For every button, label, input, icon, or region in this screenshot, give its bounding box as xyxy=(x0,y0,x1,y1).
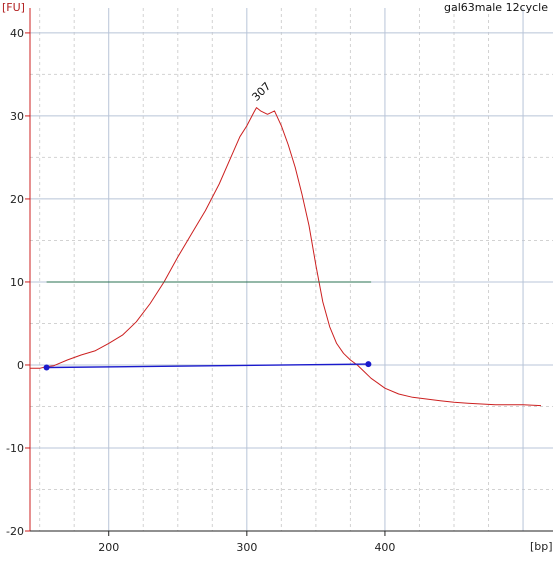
series-marks: 307 xyxy=(30,80,542,407)
y-axis-label: [FU] xyxy=(2,1,25,14)
x-tick-label: 200 xyxy=(98,541,119,554)
y-tick-label: 40 xyxy=(10,27,24,40)
baseline-line xyxy=(46,363,369,369)
x-axis-label: [bp] xyxy=(530,540,553,553)
y-tick-label: -10 xyxy=(6,442,24,455)
grid-lines xyxy=(30,8,553,532)
axes: 40 30 20 10 0 -10 -20 200 300 400 xyxy=(6,8,553,554)
baseline-marker xyxy=(365,361,372,368)
y-tick-label: -20 xyxy=(6,525,24,538)
x-tick-label: 400 xyxy=(374,541,395,554)
y-tick-label: 10 xyxy=(10,276,24,289)
chart-title: gal63male 12cycle xyxy=(444,1,548,14)
y-tick-label: 20 xyxy=(10,193,24,206)
trace-line xyxy=(30,107,542,407)
y-tick-label: 30 xyxy=(10,110,24,123)
baseline-marker xyxy=(43,364,50,371)
y-tick-label: 0 xyxy=(17,359,24,372)
x-tick-label: 300 xyxy=(236,541,257,554)
peak-label: 307 xyxy=(249,80,273,104)
